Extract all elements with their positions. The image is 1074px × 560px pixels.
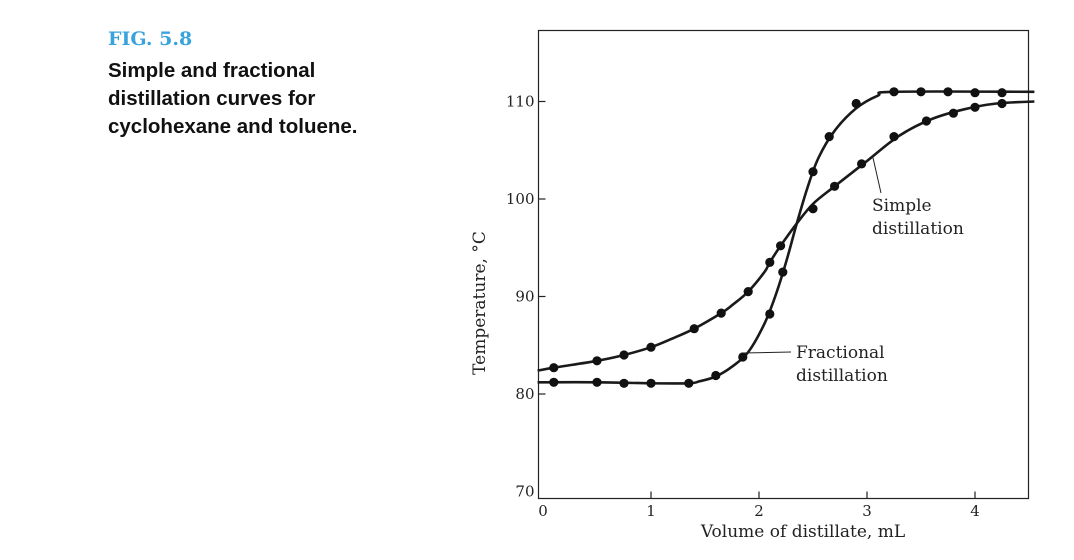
simple-distillation-point-14 xyxy=(948,108,959,118)
simple-distillation-point-11 xyxy=(857,159,867,169)
fractional-distillation-point-3 xyxy=(646,378,656,388)
simple-distillation-point-5 xyxy=(716,308,726,318)
fractional-distillation-point-8 xyxy=(778,267,788,277)
y-tick-label-100: 100 xyxy=(506,190,535,208)
annotation-1-line-0: Fractional xyxy=(796,343,885,363)
simple-distillation-point-0 xyxy=(549,363,559,373)
caption-line-3: cyclohexane and toluene. xyxy=(108,115,358,138)
fractional-distillation-point-16 xyxy=(997,88,1007,98)
y-tick-label-80: 80 xyxy=(515,385,534,403)
fractional-distillation-point-12 xyxy=(889,87,899,97)
simple-distillation-point-3 xyxy=(646,342,656,352)
annotation-1-line-1: distillation xyxy=(796,366,888,386)
figure-number: FIG. 5.8 xyxy=(108,28,193,50)
figure-caption: Simple and fractional distillation curve… xyxy=(108,57,428,141)
fractional-distillation-point-9 xyxy=(808,167,818,177)
fractional-distillation-point-4 xyxy=(684,378,694,388)
fractional-distillation-point-2 xyxy=(619,378,629,388)
simple-distillation-point-15 xyxy=(970,102,980,112)
simple-distillation-point-12 xyxy=(889,132,899,142)
x-tick-label-0: 0 xyxy=(538,502,548,520)
y-tick-label-90: 90 xyxy=(515,288,534,306)
fractional-distillation-point-14 xyxy=(943,87,953,97)
simple-distillation-point-4 xyxy=(689,324,699,334)
axis-ticks: 70 80 90 100 110 0 1 2 3 4 xyxy=(506,93,980,521)
simple-distillation-point-16 xyxy=(997,98,1007,109)
fractional-distillation-point-11 xyxy=(851,98,861,109)
annotations: Simple distillation Fractional distillation xyxy=(742,154,964,386)
y-tick-label-70: 70 xyxy=(515,483,534,501)
fractional-distillation-point-5 xyxy=(711,370,721,381)
simple-distillation-point-9 xyxy=(808,204,818,214)
simple-distillation-point-2 xyxy=(619,350,629,360)
x-tick-label-2: 2 xyxy=(754,502,764,520)
x-tick-label-1: 1 xyxy=(646,502,656,520)
y-axis-label: Temperature, °C xyxy=(470,231,490,375)
fractional-distillation-point-10 xyxy=(824,132,834,142)
simple-distillation-point-7 xyxy=(765,257,775,267)
fractional-distillation-point-1 xyxy=(592,377,602,387)
annotation-leader-0 xyxy=(871,154,882,194)
fractional-distillation-point-13 xyxy=(916,87,926,97)
fractional-distillation-point-7 xyxy=(765,309,775,319)
caption-line-2: distillation curves for xyxy=(108,87,316,110)
fractional-distillation-point-15 xyxy=(970,88,980,98)
annotation-0-line-0: Simple xyxy=(872,196,932,216)
simple-distillation-curve xyxy=(537,100,1035,372)
simple-distillation-point-1 xyxy=(592,356,602,366)
simple-distillation-point-8 xyxy=(776,241,786,251)
x-tick-label-3: 3 xyxy=(862,502,872,520)
fractional-distillation-point-0 xyxy=(549,377,559,387)
simple-distillation-point-13 xyxy=(921,116,932,126)
x-axis-label: Volume of distillate, mL xyxy=(700,522,905,542)
simple-distillation-point-10 xyxy=(830,181,840,191)
x-tick-label-4: 4 xyxy=(970,502,980,520)
simple-distillation-point-6 xyxy=(743,287,753,297)
caption-line-1: Simple and fractional xyxy=(108,59,316,82)
annotation-leader-1 xyxy=(742,351,792,354)
data-markers xyxy=(549,87,1007,388)
plot-frame xyxy=(537,29,1030,500)
y-tick-label-110: 110 xyxy=(506,93,535,111)
fractional-distillation-point-6 xyxy=(738,352,748,362)
annotation-0-line-1: distillation xyxy=(872,219,964,239)
